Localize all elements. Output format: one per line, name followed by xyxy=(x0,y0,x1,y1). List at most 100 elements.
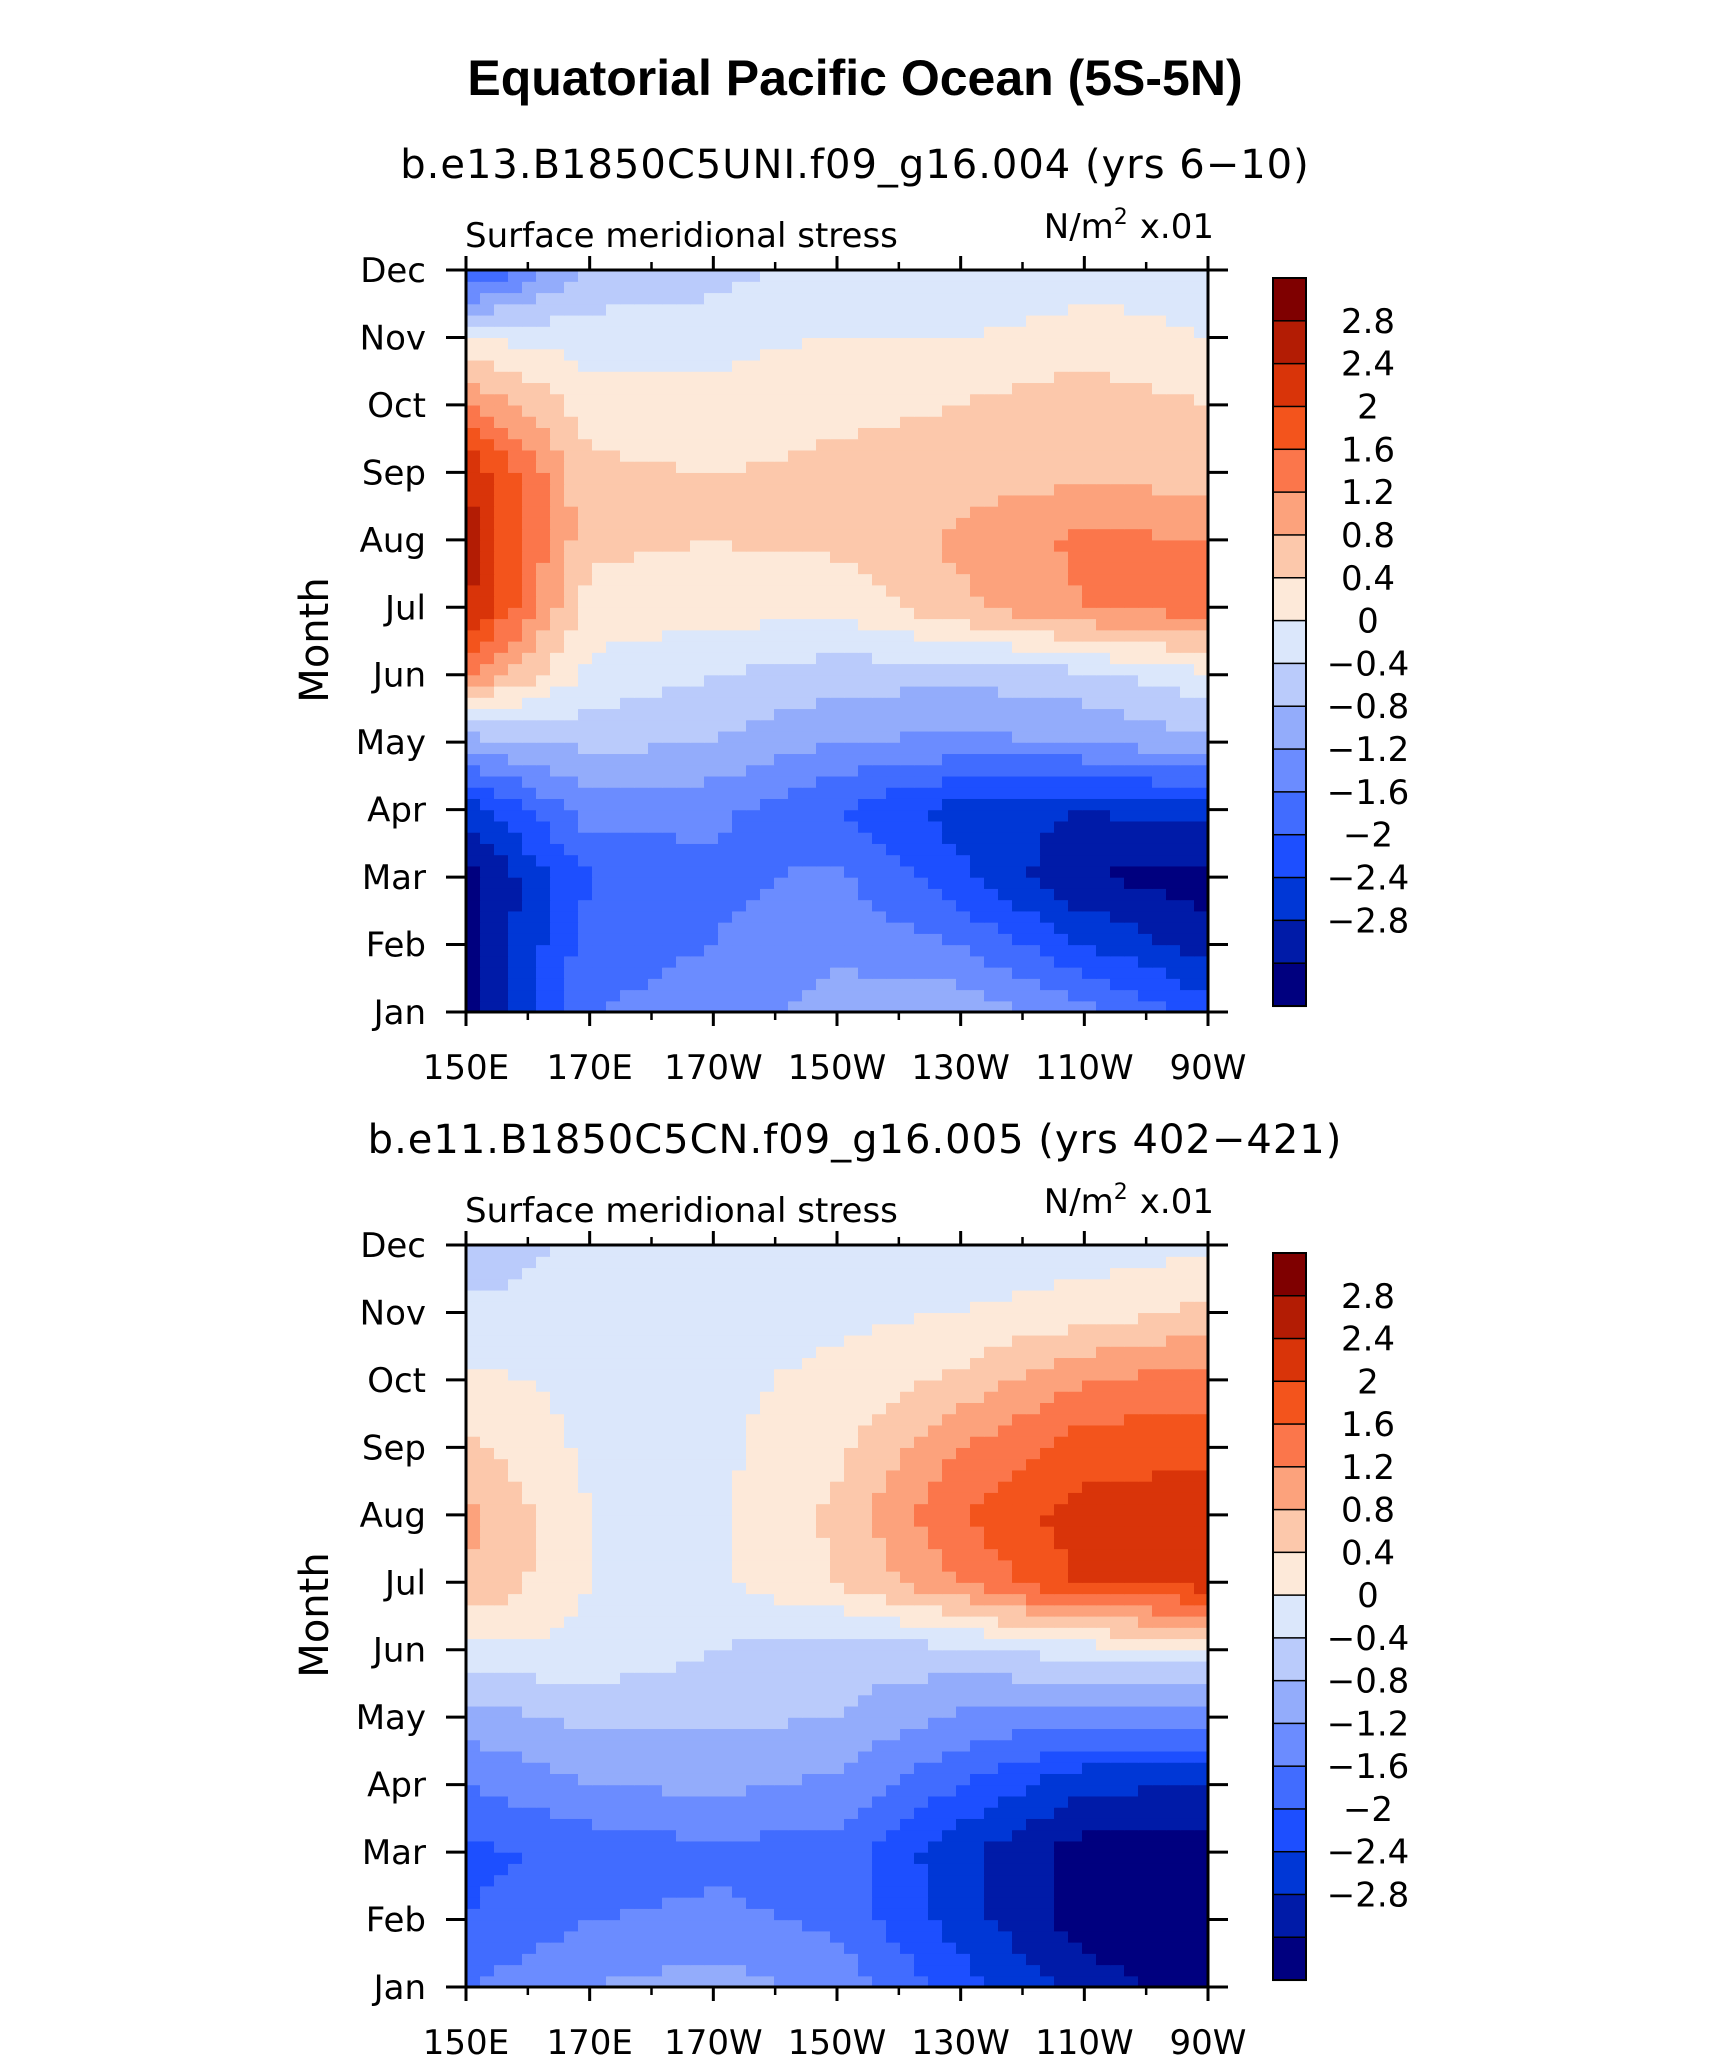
heatmap-cell xyxy=(564,865,579,878)
heatmap-cell xyxy=(914,404,929,417)
heatmap-cell xyxy=(760,427,775,440)
heatmap-cell xyxy=(858,955,873,968)
heatmap-cell xyxy=(1082,326,1097,339)
heatmap-cell xyxy=(522,584,537,597)
heatmap-cell xyxy=(984,955,999,968)
heatmap-cell xyxy=(928,314,943,327)
heatmap-cell xyxy=(1138,899,1153,912)
heatmap-cell xyxy=(1040,910,1055,923)
heatmap-cell xyxy=(1012,820,1027,833)
heatmap-cell xyxy=(900,1705,915,1718)
colorbar-label: −2.8 xyxy=(1327,901,1410,941)
heatmap-cell xyxy=(760,472,775,485)
heatmap-cell xyxy=(956,1728,971,1741)
heatmap-cell xyxy=(1026,427,1041,440)
heatmap-cell xyxy=(942,1000,957,1013)
heatmap-cell xyxy=(550,371,565,384)
heatmap-cell xyxy=(480,629,495,642)
heatmap-cell xyxy=(1068,1784,1083,1797)
heatmap-cell xyxy=(956,854,971,867)
heatmap-cell xyxy=(1138,1739,1153,1752)
heatmap-cell xyxy=(872,877,887,889)
heatmap-cell xyxy=(774,1807,789,1819)
heatmap-cell xyxy=(970,1795,985,1808)
heatmap-cell xyxy=(1194,270,1209,282)
heatmap-cell xyxy=(802,1897,817,1909)
heatmap-cell xyxy=(536,629,551,642)
heatmap-cell xyxy=(844,337,859,350)
heatmap-cell xyxy=(774,506,789,518)
heatmap-cell xyxy=(494,461,509,473)
heatmap-cell xyxy=(480,708,495,721)
heatmap-cell xyxy=(494,416,509,428)
heatmap-cell xyxy=(578,1874,593,1887)
heatmap-cell xyxy=(564,337,579,350)
heatmap-cell xyxy=(592,562,607,575)
heatmap-cell xyxy=(1166,989,1181,1002)
heatmap-cell xyxy=(900,427,915,440)
heatmap-cell xyxy=(522,1773,537,1786)
heatmap-cell xyxy=(480,1942,495,1954)
heatmap-cell xyxy=(592,1750,607,1763)
heatmap-cell xyxy=(634,989,649,1002)
heatmap-cell xyxy=(802,1953,817,1966)
heatmap-cell xyxy=(1040,1784,1055,1797)
heatmap-cell xyxy=(1152,314,1167,327)
heatmap-cell xyxy=(662,1784,677,1797)
heatmap-cell xyxy=(1180,1863,1195,1876)
heatmap-cell xyxy=(816,1000,831,1013)
heatmap-cell xyxy=(942,1852,957,1864)
heatmap-cell xyxy=(858,1705,873,1718)
heatmap-cell xyxy=(1138,348,1153,361)
heatmap-cell xyxy=(844,1773,859,1786)
heatmap-cell xyxy=(858,674,873,687)
heatmap-cell xyxy=(956,899,971,912)
heatmap-cell xyxy=(844,697,859,710)
heatmap-cell xyxy=(1166,843,1181,856)
heatmap-cell xyxy=(648,719,663,732)
heatmap-cell xyxy=(886,1717,901,1730)
heatmap-cell xyxy=(872,404,887,417)
heatmap-cell xyxy=(858,685,873,698)
heatmap-cell xyxy=(1152,944,1167,957)
heatmap-cell xyxy=(900,1975,915,1988)
heatmap-cell xyxy=(704,371,719,384)
heatmap-cell xyxy=(480,382,495,395)
heatmap-cell xyxy=(1110,416,1125,428)
heatmap-cell xyxy=(1054,865,1069,878)
heatmap-cell xyxy=(494,449,509,462)
heatmap-cell xyxy=(1012,270,1027,282)
heatmap-cell xyxy=(480,494,495,507)
heatmap-cell xyxy=(1110,573,1125,586)
heatmap-cell xyxy=(1040,438,1055,451)
heatmap-cell xyxy=(872,618,887,631)
heatmap-cell xyxy=(802,742,817,755)
heatmap-cell xyxy=(1124,270,1139,282)
heatmap-cell xyxy=(564,562,579,575)
heatmap-cell xyxy=(858,641,873,653)
heatmap-cell xyxy=(718,764,733,777)
heatmap-cell xyxy=(480,719,495,732)
heatmap-cell xyxy=(914,494,929,507)
heatmap-cell xyxy=(1040,933,1055,946)
heatmap-cell xyxy=(802,832,817,844)
heatmap-cell xyxy=(788,596,803,608)
heatmap-cell xyxy=(676,1908,691,1921)
heatmap-cell xyxy=(1110,730,1125,743)
heatmap-cell xyxy=(592,1795,607,1808)
heatmap-cell xyxy=(564,1795,579,1808)
heatmap-cell xyxy=(1180,674,1195,687)
heatmap-cell xyxy=(1152,832,1167,844)
heatmap-cell xyxy=(1096,348,1111,361)
heatmap-cell xyxy=(1040,764,1055,777)
heatmap-cell xyxy=(732,730,747,743)
heatmap-cell xyxy=(886,281,901,294)
heatmap-cell xyxy=(1068,629,1083,642)
heatmap-cell xyxy=(690,584,705,597)
heatmap-cell xyxy=(662,416,677,428)
heatmap-cell xyxy=(648,685,663,698)
heatmap-cell xyxy=(508,719,523,732)
heatmap-cell xyxy=(578,506,593,518)
heatmap-cell xyxy=(1138,1953,1153,1966)
heatmap-cell xyxy=(480,1897,495,1909)
